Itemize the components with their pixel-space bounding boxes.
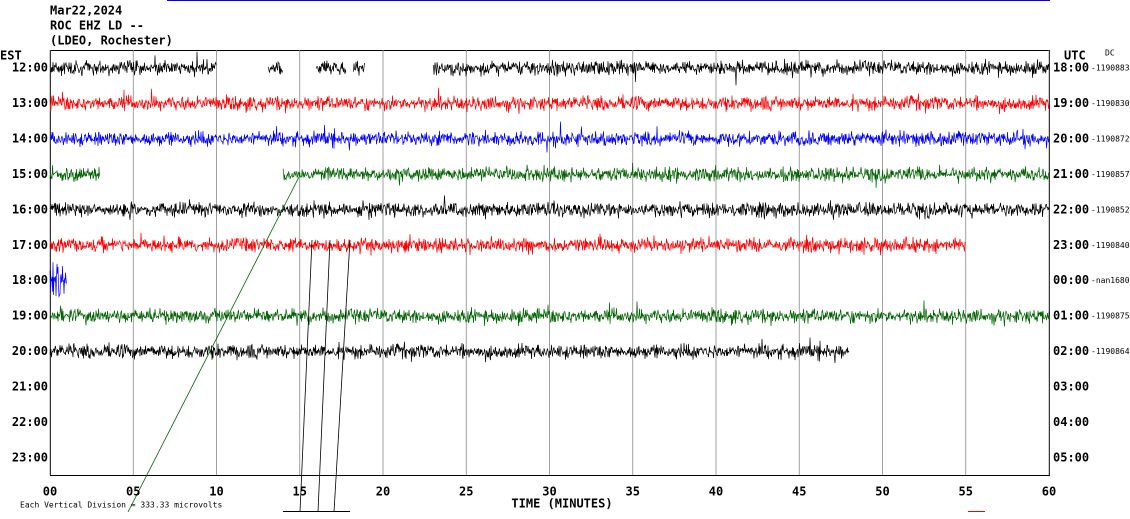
utc-label: 04:00 — [1053, 415, 1089, 429]
trace — [49, 232, 966, 256]
trace — [316, 60, 347, 75]
est-label: 21:00 — [12, 380, 48, 394]
x-tick-label: 40 — [709, 485, 723, 499]
est-label: 12:00 — [12, 61, 48, 75]
dc-value: -nan1680 — [1091, 276, 1130, 285]
trace — [49, 51, 217, 78]
utc-label: 05:00 — [1053, 450, 1089, 464]
est-label: 20:00 — [12, 344, 48, 358]
dc-value: -1190864 — [1091, 347, 1130, 356]
trace — [49, 165, 100, 183]
utc-label: 23:00 — [1053, 238, 1089, 252]
utc-label: 03:00 — [1053, 380, 1089, 394]
trace — [49, 121, 1050, 153]
trace — [267, 60, 283, 75]
x-tick-label: 35 — [626, 485, 640, 499]
x-tick-label: 00 — [43, 485, 57, 499]
diagonal — [299, 239, 313, 513]
diagonal — [317, 239, 331, 513]
utc-label: 20:00 — [1053, 131, 1089, 145]
station: (LDEO, Rochester) — [50, 34, 173, 48]
est-label: 14:00 — [12, 131, 48, 145]
subtitle: ROC EHZ LD -- — [50, 19, 144, 33]
x-tick-label: 30 — [542, 485, 556, 499]
est-label: 16:00 — [12, 202, 48, 216]
utc-label: 02:00 — [1053, 344, 1089, 358]
utc-label: 01:00 — [1053, 309, 1089, 323]
footer: Each Vertical Division = 333.33 microvol… — [20, 501, 222, 510]
x-tick-label: 60 — [1042, 485, 1056, 499]
est-label: 23:00 — [12, 450, 48, 464]
trace — [49, 300, 1050, 327]
trace — [49, 195, 1050, 220]
dc-value: -1190883 — [1091, 64, 1130, 73]
dc-value: -1190840 — [1091, 241, 1130, 250]
title: Mar22,2024 — [50, 4, 122, 18]
est-label: 15:00 — [12, 167, 48, 181]
utc-label: 00:00 — [1053, 273, 1089, 287]
trace — [49, 87, 1050, 115]
x-tick-label: 45 — [792, 485, 806, 499]
x-tick-label: 55 — [959, 485, 973, 499]
est-label: 13:00 — [12, 96, 48, 110]
x-tick-label: 20 — [376, 485, 390, 499]
x-tick-label: 25 — [459, 485, 473, 499]
plot-frame — [50, 50, 1050, 476]
utc-label: 21:00 — [1053, 167, 1089, 181]
est-label: 22:00 — [12, 415, 48, 429]
diagonal — [127, 174, 301, 513]
dc-value: -1190872 — [1091, 134, 1130, 143]
x-tick-label: 50 — [875, 485, 889, 499]
x-axis-label: TIME (MINUTES) — [511, 497, 612, 511]
x-tick-label: 05 — [126, 485, 140, 499]
dc-value: -1190875 — [1091, 312, 1130, 321]
diagonal — [333, 239, 351, 513]
trace — [352, 60, 365, 76]
dc-value: -1190857 — [1091, 170, 1130, 179]
utc-label: 19:00 — [1053, 96, 1089, 110]
dc-label: DC — [1105, 49, 1115, 58]
est-label: 18:00 — [12, 273, 48, 287]
trace — [49, 262, 67, 298]
x-tick-label: 10 — [209, 485, 223, 499]
trace — [49, 337, 850, 364]
utc-label: 22:00 — [1053, 202, 1089, 216]
decor — [127, 174, 985, 513]
est-label: 17:00 — [12, 238, 48, 252]
left-axis-label: EST — [0, 49, 22, 63]
est-label: 19:00 — [12, 309, 48, 323]
plot — [49, 50, 1050, 475]
dc-value: -1190852 — [1091, 205, 1130, 214]
trace — [282, 162, 1049, 188]
trace — [432, 58, 1050, 86]
dc-value: -1190830 — [1091, 99, 1130, 108]
utc-label: 18:00 — [1053, 61, 1089, 75]
right-axis-label: UTC — [1064, 49, 1086, 63]
x-tick-label: 15 — [293, 485, 307, 499]
